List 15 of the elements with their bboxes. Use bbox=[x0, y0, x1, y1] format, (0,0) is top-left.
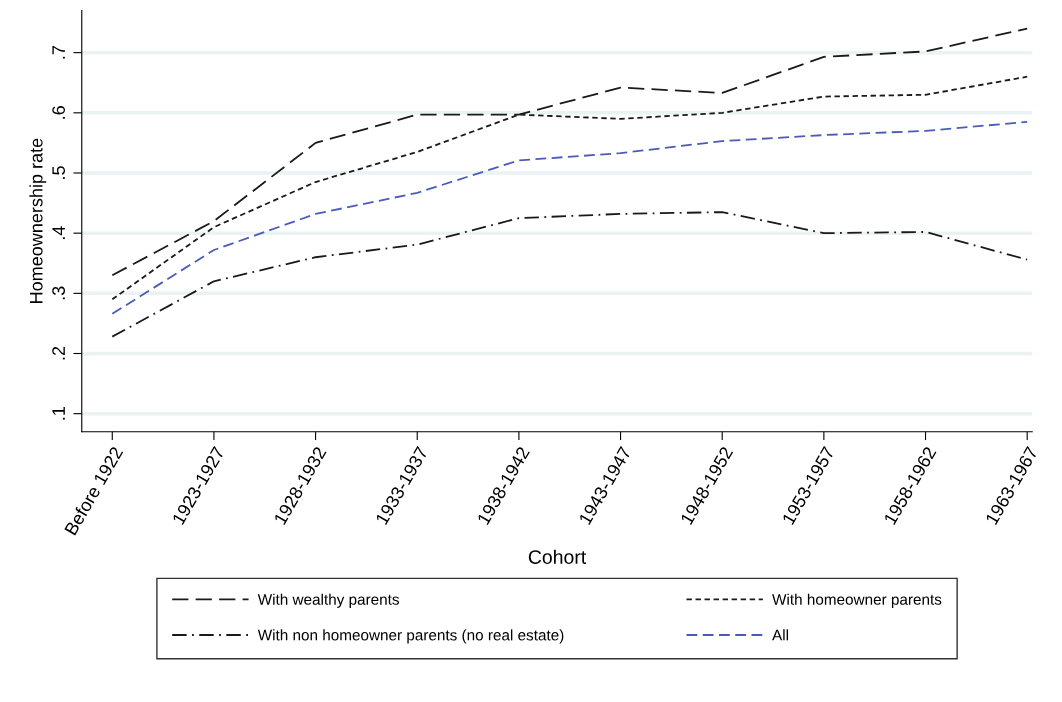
legend-label: All bbox=[772, 629, 788, 641]
y-tick-label: .1 bbox=[52, 407, 65, 420]
y-tick-label: .3 bbox=[52, 286, 66, 300]
legend-label: With homeowner parents bbox=[772, 593, 942, 608]
y-tick-label: .2 bbox=[52, 346, 65, 360]
y-tick-label: .4 bbox=[52, 226, 65, 240]
y-tick-label: .7 bbox=[52, 46, 65, 59]
line-series bbox=[111, 211, 1029, 338]
legend-label: With non homeowner parents (no real estate) bbox=[257, 629, 564, 644]
y-tick-label: .6 bbox=[52, 106, 66, 119]
y-tick-label: .5 bbox=[52, 166, 66, 179]
y-axis-title: Homeownership rate bbox=[29, 138, 47, 303]
line-series bbox=[111, 120, 1029, 315]
x-axis-title: Cohort bbox=[528, 549, 587, 564]
legend-label: With wealthy parents bbox=[257, 593, 399, 608]
